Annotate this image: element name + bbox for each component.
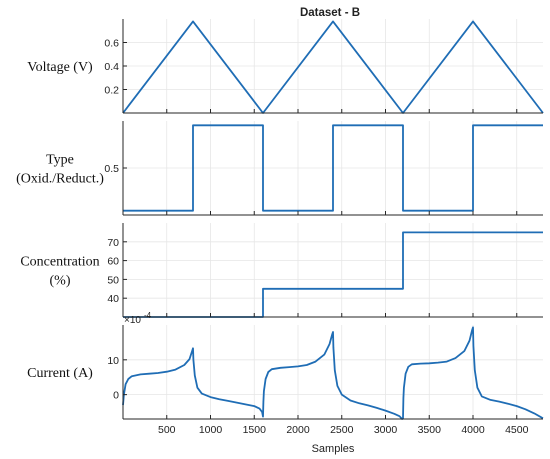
chart-title: Dataset - B <box>300 7 360 19</box>
series-line <box>122 20 544 114</box>
x-tick-label: 3000 <box>374 424 398 436</box>
x-tick-label: 1500 <box>243 424 267 436</box>
panel-3: 40 50 60 70 Concentration (%) <box>20 223 543 318</box>
y-tick-label: 10 <box>107 355 119 367</box>
panel-2: 0.5 Type (Oxid./Reduct.) <box>16 121 543 216</box>
y-tick-label: 0.6 <box>104 38 119 50</box>
y-tick-label: 40 <box>107 293 119 305</box>
x-axis-label: Samples <box>312 443 355 455</box>
y-tick-label: 0.2 <box>104 85 119 97</box>
y-axis-label: Voltage (V) <box>27 60 93 75</box>
series-line <box>123 124 543 212</box>
y-axis-label: (%) <box>50 274 71 289</box>
x-tick-label: 1000 <box>199 424 223 436</box>
x-tick-label: 2500 <box>330 424 354 436</box>
exponent-power: -4 <box>144 311 152 320</box>
y-tick-label: 60 <box>107 256 119 268</box>
x-tick-label: 4000 <box>461 424 485 436</box>
x-tick-label: 500 <box>158 424 176 436</box>
panels: 0.2 0.4 0.6 Voltage (V) 0.5 Type (Oxid./Reduct… <box>16 19 544 436</box>
y-tick-label: 50 <box>107 274 119 286</box>
x-tick-label: 4500 <box>505 424 529 436</box>
plot-area <box>123 223 543 317</box>
panel-1: 0.2 0.4 0.6 Voltage (V) <box>27 19 544 114</box>
y-tick-label: 0.5 <box>104 163 119 175</box>
y-axis-label: Concentration <box>20 255 99 270</box>
exponent-label: ×10 <box>124 315 141 326</box>
y-tick-label: 0 <box>113 390 119 402</box>
y-axis-label: (Oxid./Reduct.) <box>16 172 104 187</box>
y-axis-label: Type <box>46 153 74 168</box>
x-tick-label: 3500 <box>418 424 442 436</box>
y-axis-label: Current (A) <box>27 366 93 381</box>
y-tick-label: 70 <box>107 237 119 249</box>
panel-4: 0 10 Current (A) ×10 -4 500 1000 1500 2000 2500 30… <box>27 311 544 436</box>
y-tick-label: 0.4 <box>104 61 119 73</box>
series-line <box>122 326 544 420</box>
x-tick-label: 2000 <box>286 424 310 436</box>
